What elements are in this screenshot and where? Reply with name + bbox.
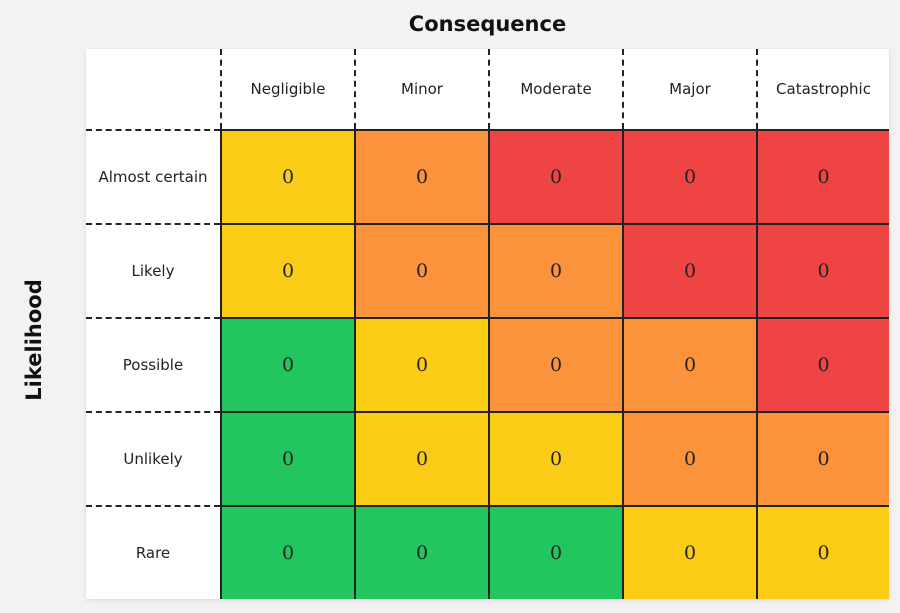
risk-cell-unlikely-major: 0 [622,411,756,505]
risk-cell-almost-certain-moderate: 0 [488,129,622,223]
risk-cell-unlikely-catastrophic: 0 [756,411,889,505]
row-header-likely: Likely [86,223,220,317]
risk-cell-unlikely-minor: 0 [354,411,488,505]
row-header-almost-certain: Almost certain [86,129,220,223]
risk-cell-possible-minor: 0 [354,317,488,411]
risk-cell-possible-negligible: 0 [220,317,354,411]
risk-cell-rare-minor: 0 [354,505,488,599]
risk-cell-possible-catastrophic: 0 [756,317,889,411]
risk-cell-likely-negligible: 0 [220,223,354,317]
risk-cell-possible-moderate: 0 [488,317,622,411]
column-header-minor: Minor [354,49,488,129]
risk-cell-likely-moderate: 0 [488,223,622,317]
risk-cell-rare-negligible: 0 [220,505,354,599]
risk-cell-unlikely-negligible: 0 [220,411,354,505]
likelihood-axis-title: Likelihood [22,279,46,401]
matrix-corner [86,49,220,129]
risk-matrix-grid: Negligible Minor Moderate Major Catastrophic… [86,49,889,599]
consequence-axis-title: Consequence [408,12,567,36]
risk-cell-rare-major: 0 [622,505,756,599]
risk-cell-unlikely-moderate: 0 [488,411,622,505]
risk-cell-likely-catastrophic: 0 [756,223,889,317]
column-header-negligible: Negligible [220,49,354,129]
row-header-unlikely: Unlikely [86,411,220,505]
row-header-rare: Rare [86,505,220,599]
risk-cell-likely-major: 0 [622,223,756,317]
column-header-moderate: Moderate [488,49,622,129]
row-header-possible: Possible [86,317,220,411]
column-header-major: Major [622,49,756,129]
risk-cell-rare-catastrophic: 0 [756,505,889,599]
risk-cell-almost-certain-negligible: 0 [220,129,354,223]
risk-cell-almost-certain-minor: 0 [354,129,488,223]
column-header-catastrophic: Catastrophic [756,49,889,129]
risk-cell-possible-major: 0 [622,317,756,411]
risk-cell-rare-moderate: 0 [488,505,622,599]
risk-cell-almost-certain-major: 0 [622,129,756,223]
risk-cell-almost-certain-catastrophic: 0 [756,129,889,223]
risk-cell-likely-minor: 0 [354,223,488,317]
